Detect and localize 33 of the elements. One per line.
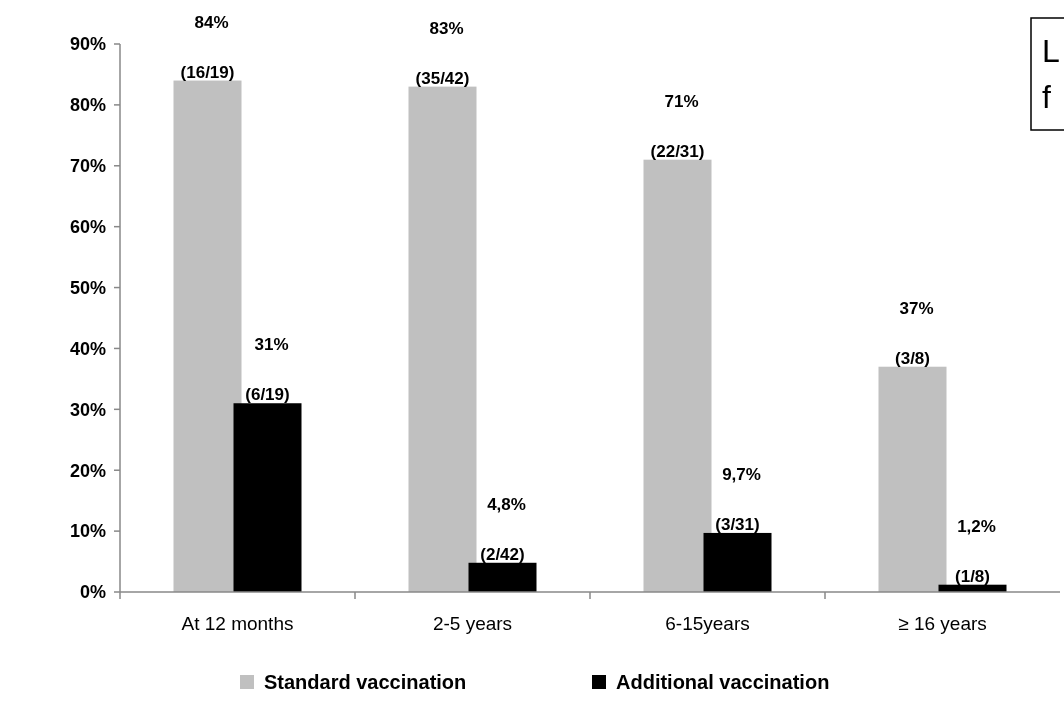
y-tick-label: 40% — [69, 338, 106, 359]
bar — [173, 80, 242, 592]
text: 71% (22/31) — [650, 91, 705, 161]
x-tick-label: At 12 months — [181, 613, 294, 634]
text: 4,8% (2/42) — [480, 494, 526, 564]
y-tick-label: 50% — [69, 277, 106, 298]
y-tick-label: 10% — [69, 521, 106, 542]
x-tick-label: ≥ 16 years — [898, 613, 987, 634]
text: 84% (16/19) — [180, 12, 235, 82]
annotation: L — [1042, 33, 1060, 69]
y-tick-label: 60% — [69, 216, 106, 237]
y-tick-label: 20% — [69, 460, 106, 481]
bar — [703, 532, 772, 592]
bar — [233, 403, 302, 592]
y-tick-label: 80% — [69, 95, 106, 116]
y-tick-label: 70% — [69, 156, 106, 177]
bar — [643, 159, 712, 592]
text: 31% (6/19) — [245, 335, 290, 405]
bar — [878, 366, 947, 592]
annotation: f — [1042, 79, 1051, 115]
text: 9,7% (3/31) — [715, 464, 761, 534]
y-tick-label: 0% — [79, 582, 106, 603]
legend-label: Standard vaccination — [264, 671, 467, 693]
legend-label: Additional vaccination — [616, 671, 830, 693]
x-tick-label: 2-5 years — [432, 613, 513, 634]
text: 83% (35/42) — [415, 18, 470, 88]
x-tick-label: 6-15years — [665, 613, 750, 634]
bar — [468, 562, 537, 592]
bar — [408, 86, 477, 592]
y-tick-label: 90% — [69, 34, 106, 55]
text: 37% (3/8) — [895, 298, 934, 368]
text: 1,2% (1/8) — [955, 516, 996, 586]
y-tick-label: 30% — [69, 399, 106, 420]
